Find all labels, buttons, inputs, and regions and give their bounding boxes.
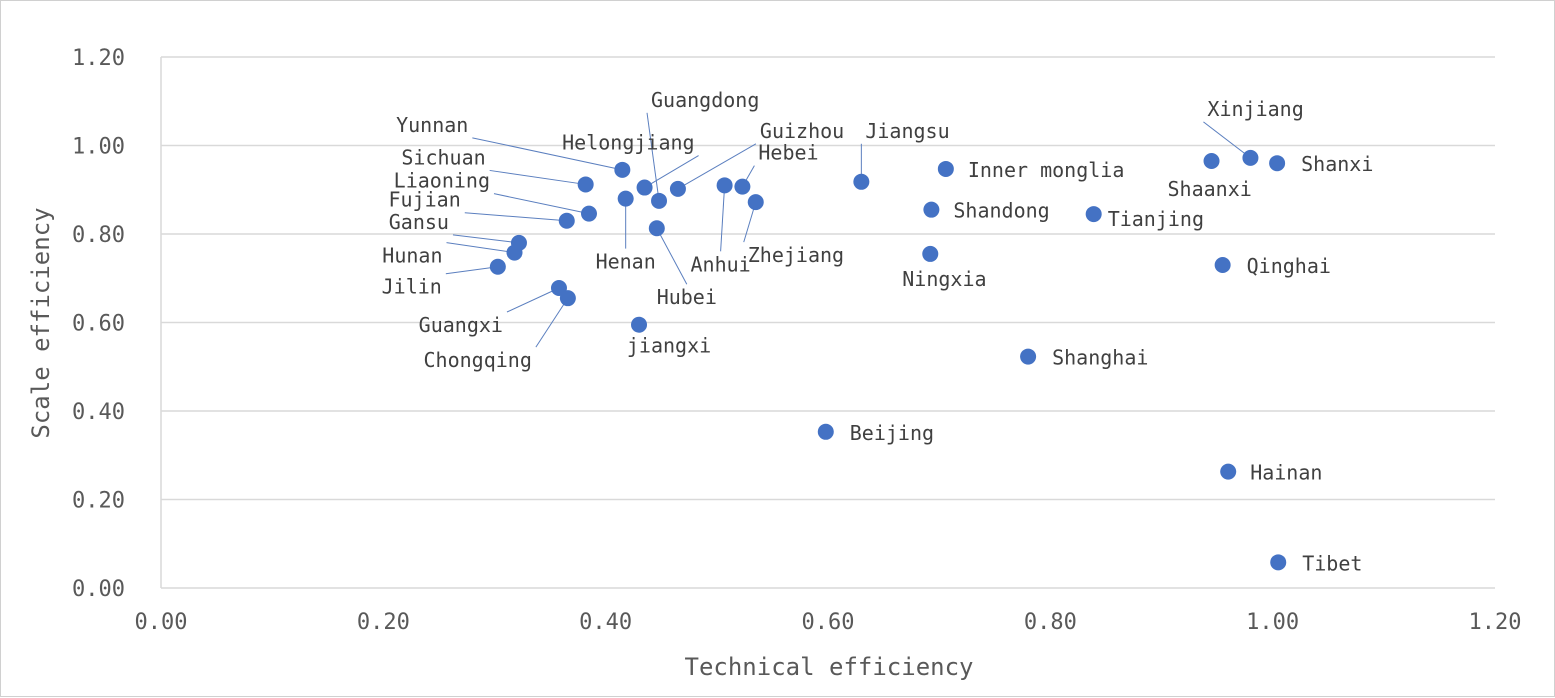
leader-line-guizhou: [677, 143, 757, 190]
point-shandong: [923, 201, 940, 218]
leader-line-gansu: [452, 234, 520, 244]
point-inner-monglia: [937, 160, 954, 177]
point-jilin: [489, 258, 506, 275]
label-hunan: Hunan: [382, 244, 442, 268]
label-xinjiang: Xinjiang: [1207, 97, 1303, 121]
point-guangdong: [651, 192, 668, 209]
x-tick-label: 0.20: [357, 610, 410, 635]
point-sichuan: [577, 176, 594, 193]
data-points: [489, 149, 1287, 571]
leader-line-hunan: [446, 242, 515, 254]
point-hubei: [648, 220, 665, 237]
point-qinghai: [1214, 256, 1231, 273]
point-zhejiang: [747, 194, 764, 211]
point-fujian: [558, 212, 575, 229]
point-ningxia: [922, 245, 939, 262]
point-hainan: [1220, 463, 1237, 480]
label-chongqing: Chongqing: [423, 348, 531, 372]
y-axis-title: Scale efficiency: [27, 207, 55, 438]
leader-line-sichuan: [489, 169, 586, 185]
label-hubei: Hubei: [657, 285, 717, 309]
label-tibet: Tibet: [1302, 551, 1362, 575]
label-jiangsu: Jiangsu: [865, 119, 949, 143]
x-axis-ticks: 0.00 0.20 0.40 0.60 0.80 1.00 1.20: [135, 610, 1522, 635]
point-hebei: [734, 178, 751, 195]
label-helongjiang: Helongjiang: [562, 131, 694, 155]
y-tick-label: 0.80: [72, 223, 125, 248]
y-tick-label: 0.00: [72, 577, 125, 602]
leader-line-anhui: [720, 185, 726, 252]
leader-line-yunnan: [472, 137, 623, 171]
point-shaanxi: [1203, 152, 1220, 169]
label-yunnan: Yunnan: [396, 113, 468, 137]
label-fujian: Fujian: [389, 188, 461, 212]
point-chongqing: [559, 290, 576, 307]
y-axis-ticks: 0.00 0.20 0.40 0.60 0.80 1.00 1.20: [72, 46, 125, 602]
point-shanxi: [1269, 155, 1286, 172]
x-tick-label: 1.20: [1469, 610, 1522, 635]
label-gansu: Gansu: [389, 210, 449, 234]
x-tick-label: 0.60: [802, 610, 855, 635]
point-jiangxi: [631, 316, 648, 333]
point-shanghai: [1020, 348, 1037, 365]
label-shandong: Shandong: [953, 199, 1049, 223]
point-guizhou: [669, 180, 686, 197]
label-shanxi: Shanxi: [1301, 152, 1373, 176]
x-axis-title: Technical efficiency: [685, 653, 974, 681]
label-zhejiang: Zhejiang: [748, 243, 844, 267]
leader-line-guangdong: [646, 112, 660, 201]
point-liaoning: [580, 205, 597, 222]
label-jiangxi: jiangxi: [627, 334, 711, 358]
point-xinjiang: [1242, 149, 1259, 166]
x-tick-label: 0.00: [135, 610, 188, 635]
label-beijing: Beijing: [850, 421, 934, 445]
x-tick-label: 1.00: [1246, 610, 1299, 635]
point-tianjing: [1085, 206, 1102, 223]
label-hainan: Hainan: [1250, 461, 1322, 485]
label-leader-lines: [445, 112, 1251, 348]
label-shaanxi: Shaanxi: [1168, 177, 1252, 201]
leader-line-jilin: [445, 266, 498, 275]
leader-line-guangxi: [506, 287, 560, 313]
leader-line-xinjiang: [1203, 121, 1251, 159]
leader-line-hubei: [656, 228, 688, 285]
point-helongjiang: [636, 179, 653, 196]
y-tick-label: 0.20: [72, 489, 125, 514]
label-ningxia: Ningxia: [902, 267, 986, 291]
leader-line-helongjiang: [644, 155, 699, 188]
label-guizhou: Guizhou: [760, 119, 844, 143]
point-anhui: [716, 177, 733, 194]
point-henan: [617, 190, 634, 207]
leader-line-fujian: [464, 212, 567, 222]
point-tibet: [1270, 554, 1287, 571]
y-tick-label: 0.60: [72, 312, 125, 337]
label-liaoning: Liaoning: [394, 169, 490, 193]
label-henan: Henan: [596, 250, 656, 274]
y-tick-label: 1.00: [72, 135, 125, 160]
gridlines: [160, 56, 1495, 589]
label-hebei: Hebei: [758, 141, 818, 165]
label-inner-monglia: Inner monglia: [968, 158, 1125, 182]
leader-line-chongqing: [535, 297, 569, 348]
x-tick-label: 0.40: [579, 610, 632, 635]
point-hunan: [506, 244, 523, 261]
label-qinghai: Qinghai: [1247, 254, 1331, 278]
point-jiangsu: [853, 173, 870, 190]
label-guangdong: Guangdong: [651, 88, 759, 112]
label-tianjing: Tianjing: [1108, 207, 1204, 231]
label-sichuan: Sichuan: [401, 145, 485, 169]
label-jilin: Jilin: [382, 275, 442, 299]
leader-line-liaoning: [493, 193, 590, 215]
y-tick-label: 1.20: [72, 46, 125, 71]
y-tick-label: 0.40: [72, 400, 125, 425]
point-yunnan: [614, 161, 631, 178]
label-anhui: Anhui: [691, 252, 751, 276]
point-beijing: [817, 423, 834, 440]
x-tick-label: 0.80: [1024, 610, 1077, 635]
label-guangxi: Guangxi: [419, 313, 503, 337]
label-shanghai: Shanghai: [1052, 346, 1148, 370]
